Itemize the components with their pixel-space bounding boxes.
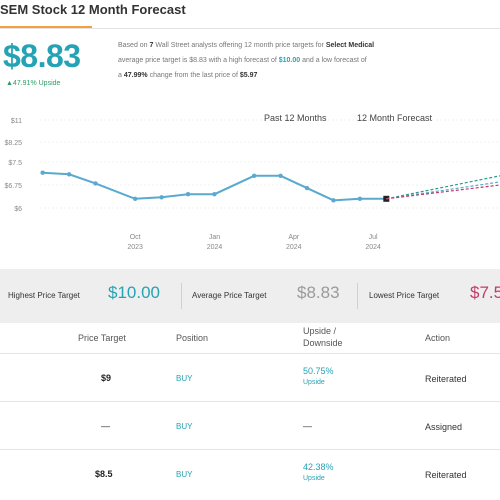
y-tick-label: $8.25 <box>4 140 22 147</box>
x-tick-year: 2024 <box>207 244 223 251</box>
data-point <box>93 181 98 186</box>
row-position: BUY <box>176 422 193 431</box>
page-title: SEM Stock 12 Month Forecast <box>0 2 186 17</box>
row-upside-label: Upside <box>303 379 325 386</box>
forecast-high-line <box>386 175 500 200</box>
analyst-count: 7 <box>149 42 154 49</box>
table-row[interactable]: $9 BUY 50.75% Upside Reiterated <box>0 353 500 402</box>
row-position: BUY <box>176 374 193 383</box>
row-action: Assigned <box>425 422 463 432</box>
average-target-label: Average Price Target <box>192 291 267 300</box>
table-header: Price Target Position Upside / Downside … <box>0 323 500 353</box>
upside-indicator: ▲47.91% Upside <box>6 80 61 87</box>
data-point <box>278 173 283 178</box>
price-target-band: Highest Price Target $10.00 Average Pric… <box>0 269 500 323</box>
row-upside-value: — <box>303 421 312 431</box>
x-tick-month: Jul <box>369 234 378 241</box>
summary-text: and a low forecast of <box>302 57 367 64</box>
legend-past: Past 12 Months <box>264 113 327 123</box>
summary-text: a <box>118 72 122 79</box>
company-name: Select Medical <box>325 42 375 49</box>
row-action: Reiterated <box>425 470 467 480</box>
row-action: Reiterated <box>425 374 467 384</box>
summary-high: $10.00 <box>278 57 301 64</box>
current-price: $8.83 <box>3 38 81 74</box>
y-tick-label: $6.75 <box>4 183 22 190</box>
x-tick-month: Oct <box>130 234 141 241</box>
x-tick-year: 2024 <box>365 244 381 251</box>
x-tick-month: Apr <box>288 234 300 241</box>
data-point <box>132 196 138 201</box>
col-position: Position <box>176 333 209 343</box>
x-tick-year: 2023 <box>127 244 143 251</box>
summary-text: Wall Street analysts offering 12 month p… <box>155 42 324 49</box>
data-point <box>331 198 336 203</box>
chart-svg: $11 $8.25 $7.5 $6.75 $6 Past 12 Months 12 Mont… <box>4 113 500 251</box>
row-price-target: $8.5 <box>95 469 113 479</box>
row-price-target: $9 <box>101 373 112 383</box>
summary-change: 47.99% <box>123 72 148 79</box>
data-point <box>159 195 164 200</box>
forecast-average-line <box>386 181 500 200</box>
summary-text: with a high forecast of <box>208 57 277 64</box>
summary-last-price: $5.97 <box>239 72 258 79</box>
table-row[interactable]: — BUY — Assigned <box>0 401 500 450</box>
col-downside: Downside <box>303 338 343 348</box>
data-point <box>185 192 191 197</box>
y-tick-label: $7.5 <box>8 160 22 167</box>
data-point <box>251 173 257 178</box>
price-forecast-chart: $11 $8.25 $7.5 $6.75 $6 Past 12 Months 12 Mont… <box>0 110 500 260</box>
page-header: SEM Stock 12 Month Forecast <box>0 0 500 30</box>
summary-text: Based on <box>118 42 148 49</box>
data-point <box>40 170 45 175</box>
band-divider <box>357 283 358 309</box>
band-divider <box>181 283 182 309</box>
summary-text: average price target is <box>118 57 188 64</box>
highest-target-value: $10.00 <box>108 283 160 302</box>
forecast-low-line <box>386 184 500 200</box>
y-tick-label: $6 <box>14 206 22 213</box>
highest-target-label: Highest Price Target <box>8 291 80 300</box>
data-point <box>357 196 363 201</box>
col-action: Action <box>425 333 451 343</box>
active-tab-indicator <box>0 26 92 29</box>
row-upside-label: Upside <box>303 475 325 482</box>
row-position: BUY <box>176 470 193 479</box>
forecast-summary: Based on 7 Wall Street analysts offering… <box>118 38 500 84</box>
x-tick-month: Jan <box>209 234 220 241</box>
y-tick-label: $11 <box>11 118 22 125</box>
col-upside: Upside / <box>303 326 337 336</box>
col-price-target: Price Target <box>78 333 126 343</box>
data-point <box>212 192 217 197</box>
lowest-target-label: Lowest Price Target <box>369 291 440 300</box>
x-tick-year: 2024 <box>286 244 302 251</box>
header-divider <box>0 28 500 29</box>
lowest-target-value: $7.50 <box>470 283 500 302</box>
row-price-target: — <box>101 421 110 431</box>
data-point <box>66 172 72 177</box>
row-upside-value: 42.38% <box>303 462 334 472</box>
summary-text: change from the last price of <box>149 72 238 79</box>
data-point <box>304 185 310 191</box>
table-row[interactable]: $8.5 BUY 42.38% Upside Reiterated <box>0 449 500 498</box>
summary-avg: $8.83 <box>189 57 207 64</box>
legend-forecast: 12 Month Forecast <box>357 113 433 123</box>
row-upside-value: 50.75% <box>303 366 334 376</box>
average-target-value: $8.83 <box>297 283 340 302</box>
